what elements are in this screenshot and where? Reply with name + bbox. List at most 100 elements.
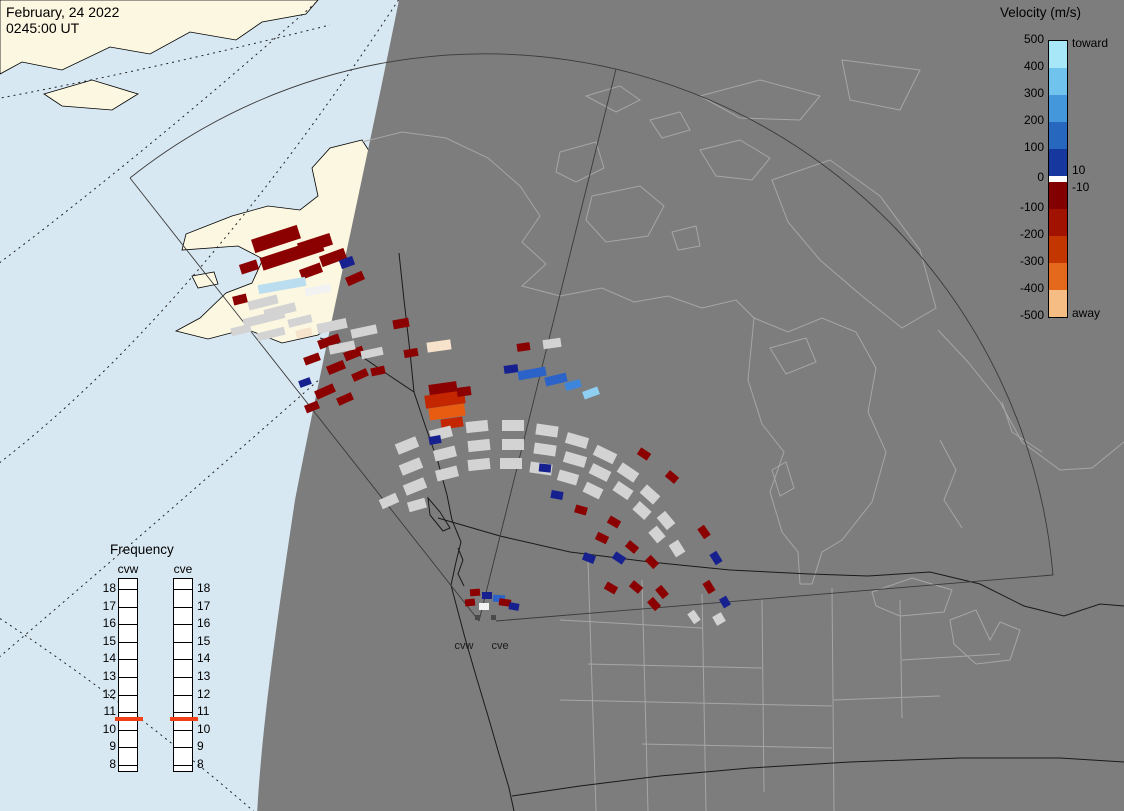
velocity-cell: [648, 525, 666, 544]
velocity-cell: [298, 262, 324, 280]
velocity-cell: [508, 602, 520, 611]
velocity-cell: [247, 294, 279, 311]
velocity-cell: [464, 598, 476, 607]
site-label-cve: cve: [491, 640, 508, 652]
frequency-bar-tick: [119, 729, 137, 731]
frequency-tick-label: 18: [197, 581, 211, 595]
velocity-cell: [556, 469, 580, 486]
frequency-column-label-cve: cve: [173, 562, 193, 576]
velocity-cell: [544, 372, 568, 387]
velocity-cell: [712, 612, 726, 626]
velocity-cell: [456, 386, 472, 397]
frequency-tick-label: 15: [102, 633, 116, 648]
frequency-tick-label: 13: [102, 669, 116, 683]
colorbar-segment: [1049, 149, 1067, 176]
frequency-tick-label: 12: [197, 686, 211, 701]
colorbar-segment: [1049, 290, 1067, 317]
frequency-tick-label: 8: [109, 757, 116, 771]
frequency-tick-label: 11: [197, 704, 210, 719]
velocity-cell: [632, 501, 652, 520]
velocity-cell: [465, 419, 489, 434]
velocity-cell: [316, 317, 348, 335]
velocity-cell: [606, 515, 622, 529]
velocity-cell: [664, 470, 680, 484]
velocity-cell: [656, 510, 676, 531]
velocity-cell: [426, 339, 452, 353]
colorbar-segment: [1049, 263, 1067, 290]
velocity-cell: [502, 420, 524, 431]
frequency-bar-tick: [119, 589, 137, 590]
frequency-bar-tick: [174, 712, 192, 714]
velocity-legend-title: Velocity (m/s): [1000, 5, 1082, 20]
velocity-cell: [403, 347, 419, 359]
colorbar-segment: [1049, 95, 1067, 122]
velocity-tick-label: -400: [1019, 281, 1044, 295]
frequency-bar-tick: [174, 765, 192, 766]
velocity-cell: [639, 484, 661, 505]
frequency-tick-label: 8: [197, 757, 204, 771]
date-label: February, 24 2022: [6, 4, 120, 20]
velocity-cell: [328, 340, 356, 355]
night-region: [257, 0, 1124, 811]
velocity-cell: [318, 247, 348, 268]
frequency-bar-tick: [174, 659, 192, 661]
frequency-bar-tick: [119, 712, 137, 714]
velocity-cell: [304, 283, 332, 297]
frequency-bar-tick: [119, 659, 137, 661]
velocity-cell: [317, 333, 341, 350]
velocity-cell: [232, 293, 248, 306]
frequency-bar-tick: [174, 729, 192, 731]
velocity-data-cells: [230, 224, 731, 626]
velocity-cell: [338, 255, 356, 270]
site-label-cvw: cvw: [455, 640, 474, 652]
velocity-cell: [428, 403, 466, 421]
velocity-cell: [230, 323, 252, 337]
velocity-cell: [550, 490, 564, 500]
velocity-tick-label: 400: [1023, 59, 1044, 73]
velocity-cell: [542, 337, 562, 350]
velocity-cell: [257, 276, 307, 295]
velocity-cell: [564, 378, 582, 392]
colorbar-segment: [1049, 236, 1067, 263]
velocity-cell: [251, 224, 301, 254]
radar-fov-boundary-lines: [129, 53, 1054, 622]
velocity-cell: [370, 365, 386, 377]
frequency-tick-label: 12: [102, 686, 116, 701]
velocity-cell: [467, 438, 491, 453]
frequency-bar-cvw: [115, 578, 143, 772]
velocity-colorbar: [1048, 40, 1068, 318]
velocity-cell: [612, 480, 634, 501]
frequency-tick-label: 15: [197, 633, 211, 648]
frequency-bar-tick: [119, 624, 137, 626]
velocity-tick-label: -100: [1019, 200, 1044, 214]
velocity-cell: [498, 598, 512, 607]
velocity-cell: [304, 400, 320, 414]
velocity-tick-label: 500: [1023, 32, 1044, 46]
velocity-cell: [500, 458, 522, 469]
velocity-cell: [325, 359, 347, 376]
frequency-bar-tick: [174, 694, 192, 696]
velocity-cell: [350, 324, 378, 339]
velocity-cell: [603, 581, 619, 595]
velocity-cell: [392, 317, 410, 330]
velocity-tick-label: -500: [1019, 308, 1044, 322]
frequency-tick-label: 16: [102, 616, 116, 631]
velocity-cell: [398, 457, 424, 476]
frequency-tick-label: 18: [102, 581, 116, 595]
colorbar-segment: [1049, 176, 1067, 182]
velocity-cell: [697, 524, 711, 540]
velocity-cell: [581, 552, 597, 564]
velocity-cell: [259, 238, 325, 271]
velocity-tick-label: -200: [1019, 227, 1044, 241]
velocity-cell: [440, 416, 464, 430]
frequency-bar-tick: [119, 641, 137, 643]
velocity-cell: [467, 457, 491, 472]
velocity-cell: [647, 596, 661, 612]
frequency-tick-label: 13: [197, 669, 211, 683]
zero-lower-label: -10: [1072, 180, 1090, 194]
velocity-cell: [360, 346, 384, 360]
velocity-cell: [538, 463, 552, 473]
velocity-cell: [535, 423, 559, 438]
frequency-bar-tick: [174, 747, 192, 749]
velocity-cell: [295, 327, 313, 339]
